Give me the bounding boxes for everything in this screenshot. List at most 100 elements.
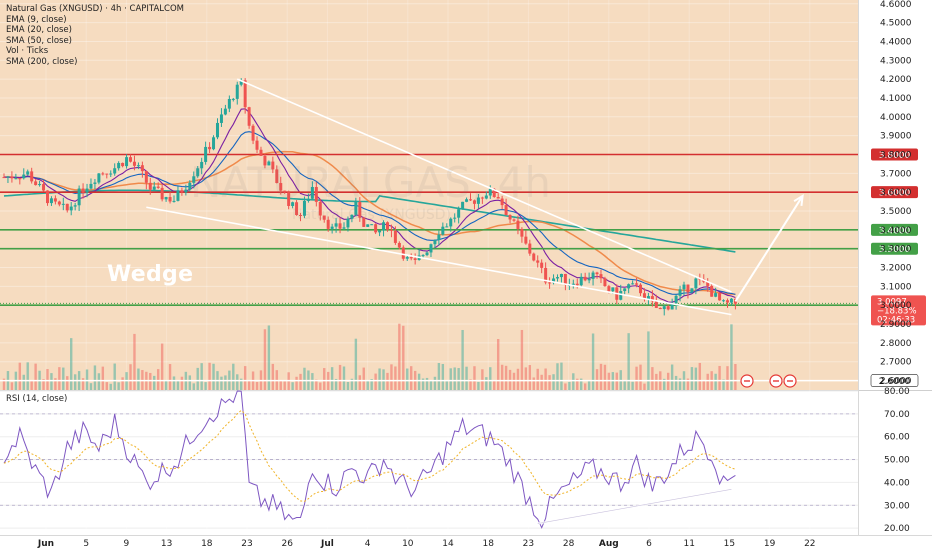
event-markers bbox=[740, 374, 797, 388]
volume-bar bbox=[255, 381, 259, 390]
price-tick-label: 3.1000 bbox=[880, 282, 912, 292]
candle-body bbox=[718, 293, 722, 301]
candle-body bbox=[516, 220, 520, 229]
price-tick-label: 3.5000 bbox=[880, 207, 912, 217]
candle-body bbox=[243, 80, 247, 108]
candle-body bbox=[2, 177, 6, 179]
volume-bar bbox=[315, 379, 318, 390]
candle-body bbox=[77, 188, 81, 206]
volume-bar bbox=[350, 378, 354, 390]
time-tick-label: 4 bbox=[365, 539, 371, 549]
volume-bar bbox=[690, 367, 694, 390]
wedge-upper-line bbox=[236, 78, 732, 293]
volume-bar bbox=[319, 382, 322, 390]
volume-bar bbox=[524, 367, 528, 390]
candle-body bbox=[437, 234, 441, 240]
volume-bar bbox=[50, 373, 53, 390]
candle-body bbox=[287, 192, 291, 206]
legend-ema20[interactable]: EMA (20, close) bbox=[6, 25, 72, 35]
volume-bar bbox=[666, 372, 670, 390]
volume-bar bbox=[212, 363, 215, 390]
volume-bar bbox=[247, 380, 251, 390]
legend-ema9[interactable]: EMA (9, close) bbox=[6, 14, 67, 25]
volume-bar bbox=[97, 373, 101, 390]
candle-body bbox=[176, 190, 180, 201]
volume-bar bbox=[714, 373, 717, 390]
price-tick-label: 3.9000 bbox=[880, 132, 912, 142]
price-tick-label: 4.0000 bbox=[880, 113, 912, 123]
volume-bar bbox=[599, 363, 603, 390]
time-tick-label: 5 bbox=[83, 539, 89, 549]
candle-body bbox=[405, 257, 409, 259]
legend-sma200[interactable]: SMA (200, close) bbox=[6, 56, 78, 67]
volume-bar bbox=[583, 383, 587, 390]
candle-body bbox=[180, 190, 184, 193]
level-tag bbox=[871, 223, 918, 236]
candle-body bbox=[389, 229, 393, 231]
price-tick-label: 3.7000 bbox=[880, 169, 912, 179]
volume-bar bbox=[129, 364, 132, 390]
legend-volume[interactable]: Vol · Ticks bbox=[6, 46, 49, 56]
volume-bar bbox=[702, 380, 705, 390]
rsi-legend[interactable]: RSI (14, close) bbox=[6, 394, 68, 404]
volume-bar bbox=[477, 381, 480, 390]
price-tick-label: 4.3000 bbox=[880, 56, 912, 66]
candle-body bbox=[113, 168, 117, 174]
legend-sma50[interactable]: SMA (50, close) bbox=[6, 35, 72, 46]
rsi-tick-label: 40.00 bbox=[884, 478, 910, 488]
volume-bar bbox=[334, 378, 338, 390]
volume-bar bbox=[81, 378, 85, 390]
volume-bar bbox=[580, 378, 583, 390]
candle-body bbox=[690, 288, 694, 293]
time-tick-label: 11 bbox=[683, 539, 694, 549]
candle-body bbox=[354, 201, 358, 215]
candle-body bbox=[532, 253, 536, 261]
price-tick-label: 4.4000 bbox=[880, 37, 912, 47]
candle-body bbox=[544, 267, 548, 283]
volume-bar bbox=[113, 363, 116, 390]
volume-bar bbox=[192, 383, 195, 390]
candle-body bbox=[208, 146, 212, 150]
level-tag bbox=[870, 374, 919, 387]
candle-body bbox=[575, 283, 579, 286]
candle-body bbox=[722, 300, 726, 302]
wedge-annotation: Wedge bbox=[107, 262, 194, 287]
volume-bar bbox=[303, 367, 306, 390]
candle-body bbox=[378, 230, 382, 233]
candle-body bbox=[306, 198, 310, 201]
candle-body bbox=[682, 284, 686, 290]
volume-bar bbox=[445, 381, 448, 390]
volume-bar bbox=[417, 373, 421, 390]
candle-body bbox=[552, 278, 556, 283]
candle-body bbox=[330, 226, 334, 229]
volume-bar bbox=[362, 367, 365, 390]
volume-bar bbox=[655, 373, 658, 390]
candle-body bbox=[366, 224, 370, 227]
candle-body bbox=[57, 201, 61, 205]
volume-bar bbox=[73, 374, 77, 390]
candle-body bbox=[342, 227, 346, 229]
volume-bar bbox=[398, 323, 401, 390]
volume-bar bbox=[30, 380, 33, 390]
volume-bar bbox=[117, 382, 120, 390]
legend-symbol[interactable]: Natural Gas (XNGUSD) · 4h · CAPITALCOM bbox=[6, 4, 184, 14]
candle-body bbox=[382, 222, 386, 231]
candle-body bbox=[172, 200, 176, 202]
candle-body bbox=[496, 197, 500, 199]
volume-bar bbox=[528, 365, 532, 390]
volume-bar bbox=[382, 369, 385, 390]
candlesticks bbox=[2, 78, 737, 316]
volume-bar bbox=[587, 380, 591, 390]
price-tick-label: 2.6000 bbox=[880, 377, 912, 387]
candle-body bbox=[322, 215, 326, 220]
price-tick-label: 2.8000 bbox=[880, 339, 912, 349]
candle-body bbox=[627, 284, 631, 289]
candle-body bbox=[350, 214, 354, 219]
volume-bar bbox=[224, 375, 227, 390]
volume-bar bbox=[386, 372, 389, 390]
volume-bar bbox=[46, 369, 49, 390]
volume-bar bbox=[576, 378, 579, 390]
candle-body bbox=[117, 162, 121, 169]
candle-body bbox=[18, 178, 22, 180]
candle-body bbox=[14, 178, 18, 180]
